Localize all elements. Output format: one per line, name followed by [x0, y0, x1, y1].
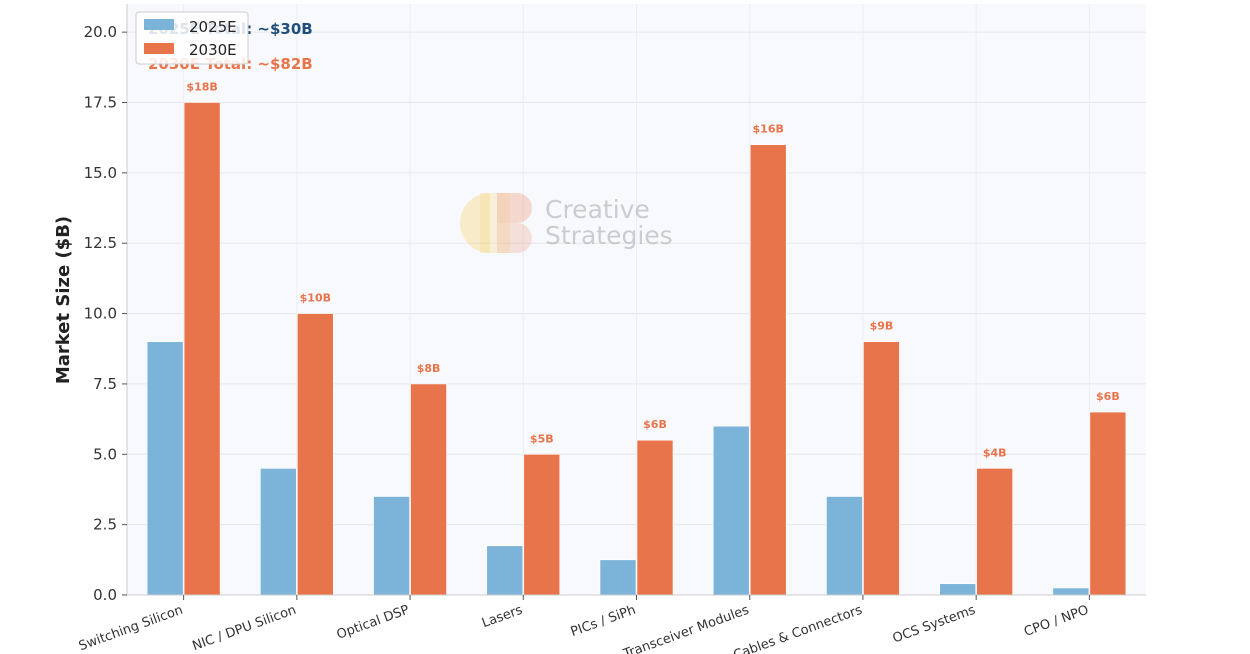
bar-2030e — [976, 468, 1013, 596]
y-tick-label: 7.5 — [93, 375, 117, 393]
bar-2025e — [146, 341, 184, 596]
data-label-2030e: $8B — [417, 362, 441, 375]
y-tick-label: 20.0 — [84, 23, 117, 41]
watermark: Creative Strategies — [460, 193, 673, 253]
bar-2030e — [410, 383, 447, 596]
x-category-label: NIC / DPU Silicon — [190, 603, 298, 654]
y-tick-label: 5.0 — [93, 445, 117, 463]
y-tick-label: 10.0 — [84, 305, 117, 323]
bar-2025e — [373, 496, 410, 596]
x-category-label: OCS Systems — [891, 603, 978, 647]
watermark-line2: Strategies — [545, 221, 673, 250]
legend-swatch-2025e — [144, 19, 174, 30]
bar-2030e — [523, 453, 561, 596]
bar-2030e — [636, 439, 674, 596]
creative-strategies-logo — [460, 193, 532, 253]
y-tick-label: 0.0 — [93, 586, 117, 604]
data-label-2030e: $9B — [870, 320, 894, 333]
bar-2025e — [712, 425, 750, 596]
bar-2030e — [749, 144, 787, 596]
y-axis-label: Market Size ($B) — [53, 216, 74, 384]
data-label-2030e: $10B — [300, 292, 331, 305]
legend-swatch-2030e — [144, 43, 174, 54]
legend: 2025E 2030E — [135, 11, 249, 65]
y-tick-label: 12.5 — [84, 234, 117, 252]
bar-2025e — [486, 545, 524, 596]
legend-label-2030e: 2030E — [189, 41, 237, 59]
x-category-label: Cables & Connectors — [731, 603, 864, 654]
x-category-label: PICs / SiPh — [569, 603, 638, 640]
y-tick-label: 17.5 — [84, 94, 117, 112]
bar-2030e — [1089, 411, 1127, 596]
y-axis-ticks: 0.0 2.5 5.0 7.5 10.0 12.5 15.0 17.5 20.0 — [84, 23, 127, 604]
bar-2030e — [183, 102, 221, 596]
data-label-2030e: $5B — [530, 432, 554, 445]
x-axis-categories: Switching Silicon NIC / DPU Silicon Optica… — [77, 595, 1091, 654]
legend-label-2025e: 2025E — [189, 18, 237, 36]
bar-2025e — [939, 583, 976, 596]
y-tick-label: 2.5 — [93, 516, 117, 534]
data-label-2030e: $6B — [643, 418, 667, 431]
bar-2030e — [297, 313, 334, 596]
x-category-label: Optical DSP — [335, 603, 412, 643]
x-category-label: Transceiver Modules — [621, 603, 752, 654]
x-category-label: CPO / NPO — [1022, 603, 1091, 640]
bar-2025e — [826, 496, 863, 596]
x-category-label: Lasers — [480, 603, 525, 632]
data-label-2030e: $18B — [186, 81, 217, 94]
bar-2025e — [260, 468, 297, 596]
data-label-2030e: $6B — [1096, 390, 1120, 403]
y-tick-label: 15.0 — [84, 164, 117, 182]
bar-2025e — [599, 559, 637, 596]
data-label-2030e: $4B — [983, 446, 1007, 459]
data-label-2030e: $16B — [753, 123, 784, 136]
bar-series: $18B $10B $8B $5B $6B $16B $9B $4B $6B — [146, 81, 1127, 596]
watermark-line1: Creative — [545, 195, 650, 224]
bar-2030e — [863, 341, 900, 596]
grid-lines — [127, 4, 1146, 596]
bar-2025e — [1052, 587, 1090, 596]
x-category-label: Switching Silicon — [77, 603, 185, 654]
